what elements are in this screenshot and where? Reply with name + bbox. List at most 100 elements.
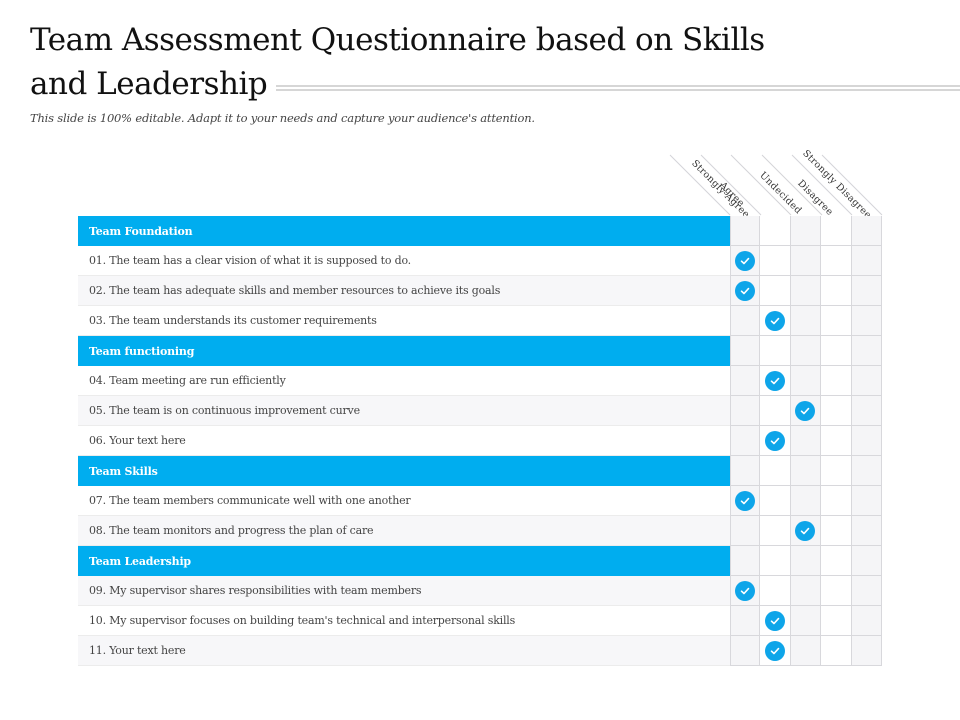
answer-cell-agree <box>760 546 791 576</box>
answer-cell-strongly-disagree[interactable] <box>851 636 882 666</box>
check-circle-icon <box>765 610 786 631</box>
answer-cell-undecided[interactable] <box>790 516 822 546</box>
answer-cell-strongly-agree[interactable] <box>730 636 761 666</box>
section-header: Team functioning <box>78 336 882 366</box>
section-title: Team Skills <box>78 456 730 486</box>
answer-cell-strongly-agree[interactable] <box>730 486 761 516</box>
answer-cell-undecided[interactable] <box>790 576 822 606</box>
answer-cell-strongly-disagree[interactable] <box>851 246 882 276</box>
check-circle-icon <box>765 430 786 451</box>
answer-cell-strongly-agree[interactable] <box>730 366 761 396</box>
question-row: 05. The team is on continuous improvemen… <box>78 396 882 426</box>
question-text: 11. Your text here <box>78 636 730 666</box>
answer-cell-strongly-disagree[interactable] <box>851 606 882 636</box>
answer-cell-agree[interactable] <box>760 306 791 336</box>
answer-cell-disagree <box>821 546 852 576</box>
answer-cell-undecided[interactable] <box>790 366 822 396</box>
answer-cell-strongly-agree <box>730 216 761 246</box>
answer-cell-strongly-disagree[interactable] <box>851 516 882 546</box>
answer-cell-strongly-disagree <box>851 456 882 486</box>
answer-cell-strongly-agree[interactable] <box>730 576 761 606</box>
answer-cell-strongly-agree[interactable] <box>730 516 761 546</box>
answer-cell-undecided[interactable] <box>790 396 822 426</box>
check-circle-icon <box>765 370 786 391</box>
answer-cell-disagree[interactable] <box>821 306 852 336</box>
answer-cell-strongly-agree[interactable] <box>730 246 761 276</box>
answer-cell-strongly-agree <box>730 456 761 486</box>
answer-cell-agree[interactable] <box>760 276 791 306</box>
answer-cell-strongly-disagree[interactable] <box>851 366 882 396</box>
answer-cell-strongly-agree[interactable] <box>730 426 761 456</box>
answer-cell-agree[interactable] <box>760 426 791 456</box>
questionnaire-table: Team Foundation 01. The team has a clear … <box>78 216 882 666</box>
answer-cell-strongly-agree[interactable] <box>730 606 761 636</box>
answer-cell-strongly-disagree[interactable] <box>851 576 882 606</box>
answer-cell-agree[interactable] <box>760 606 791 636</box>
answer-cell-disagree[interactable] <box>821 396 852 426</box>
answer-cell-strongly-disagree[interactable] <box>851 426 882 456</box>
answer-cell-agree[interactable] <box>760 246 791 276</box>
subtitle: This slide is 100% editable. Adapt it to… <box>30 111 535 125</box>
answer-cell-strongly-disagree[interactable] <box>851 486 882 516</box>
column-header-strongly-disagree: Strongly Disagree <box>800 148 874 222</box>
answer-cell-strongly-disagree <box>851 216 882 246</box>
answer-cell-disagree[interactable] <box>821 636 852 666</box>
answer-cell-undecided[interactable] <box>790 246 822 276</box>
section-header: Team Foundation <box>78 216 882 246</box>
answer-cell-strongly-agree[interactable] <box>730 276 761 306</box>
question-row: 01. The team has a clear vision of what … <box>78 246 882 276</box>
answer-cell-strongly-disagree[interactable] <box>851 276 882 306</box>
question-text: 09. My supervisor shares responsibilitie… <box>78 576 730 606</box>
answer-cell-disagree <box>821 456 852 486</box>
question-row: 04. Team meeting are run efficiently <box>78 366 882 396</box>
question-text: 03. The team understands its customer re… <box>78 306 730 336</box>
check-circle-icon <box>735 580 756 601</box>
answer-cell-strongly-agree[interactable] <box>730 306 761 336</box>
answer-cell-undecided <box>790 336 822 366</box>
section-title: Team functioning <box>78 336 730 366</box>
section-title: Team Leadership <box>78 546 730 576</box>
section-header: Team Skills <box>78 456 882 486</box>
answer-cell-disagree[interactable] <box>821 576 852 606</box>
answer-cell-agree <box>760 456 791 486</box>
answer-cell-disagree[interactable] <box>821 366 852 396</box>
check-circle-icon <box>765 640 786 661</box>
answer-cell-strongly-disagree[interactable] <box>851 396 882 426</box>
answer-cell-agree[interactable] <box>760 486 791 516</box>
question-row: 09. My supervisor shares responsibilitie… <box>78 576 882 606</box>
answer-cell-disagree[interactable] <box>821 426 852 456</box>
answer-cell-undecided[interactable] <box>790 486 822 516</box>
answer-cell-agree[interactable] <box>760 576 791 606</box>
answer-cell-agree[interactable] <box>760 366 791 396</box>
answer-cell-agree[interactable] <box>760 516 791 546</box>
answer-cell-strongly-agree <box>730 546 761 576</box>
answer-cell-disagree[interactable] <box>821 276 852 306</box>
question-row: 11. Your text here <box>78 636 882 666</box>
question-text: 08. The team monitors and progress the p… <box>78 516 730 546</box>
check-circle-icon <box>735 490 756 511</box>
answer-cell-disagree[interactable] <box>821 516 852 546</box>
question-row: 10. My supervisor focuses on building te… <box>78 606 882 636</box>
answer-cell-undecided[interactable] <box>790 276 822 306</box>
answer-cell-undecided <box>790 546 822 576</box>
answer-cell-agree[interactable] <box>760 396 791 426</box>
answer-cell-undecided[interactable] <box>790 636 822 666</box>
question-text: 10. My supervisor focuses on building te… <box>78 606 730 636</box>
question-row: 07. The team members communicate well wi… <box>78 486 882 516</box>
check-circle-icon <box>765 310 786 331</box>
answer-cell-agree <box>760 336 791 366</box>
answer-cell-strongly-disagree[interactable] <box>851 306 882 336</box>
question-text: 05. The team is on continuous improvemen… <box>78 396 730 426</box>
answer-cell-agree[interactable] <box>760 636 791 666</box>
question-text: 02. The team has adequate skills and mem… <box>78 276 730 306</box>
answer-cell-disagree <box>821 216 852 246</box>
answer-cell-undecided[interactable] <box>790 606 822 636</box>
question-text: 07. The team members communicate well wi… <box>78 486 730 516</box>
answer-cell-disagree[interactable] <box>821 486 852 516</box>
answer-cell-disagree[interactable] <box>821 606 852 636</box>
answer-cell-strongly-agree[interactable] <box>730 396 761 426</box>
answer-cell-undecided[interactable] <box>790 426 822 456</box>
answer-cell-disagree[interactable] <box>821 246 852 276</box>
answer-cell-undecided[interactable] <box>790 306 822 336</box>
answer-cell-strongly-disagree <box>851 546 882 576</box>
